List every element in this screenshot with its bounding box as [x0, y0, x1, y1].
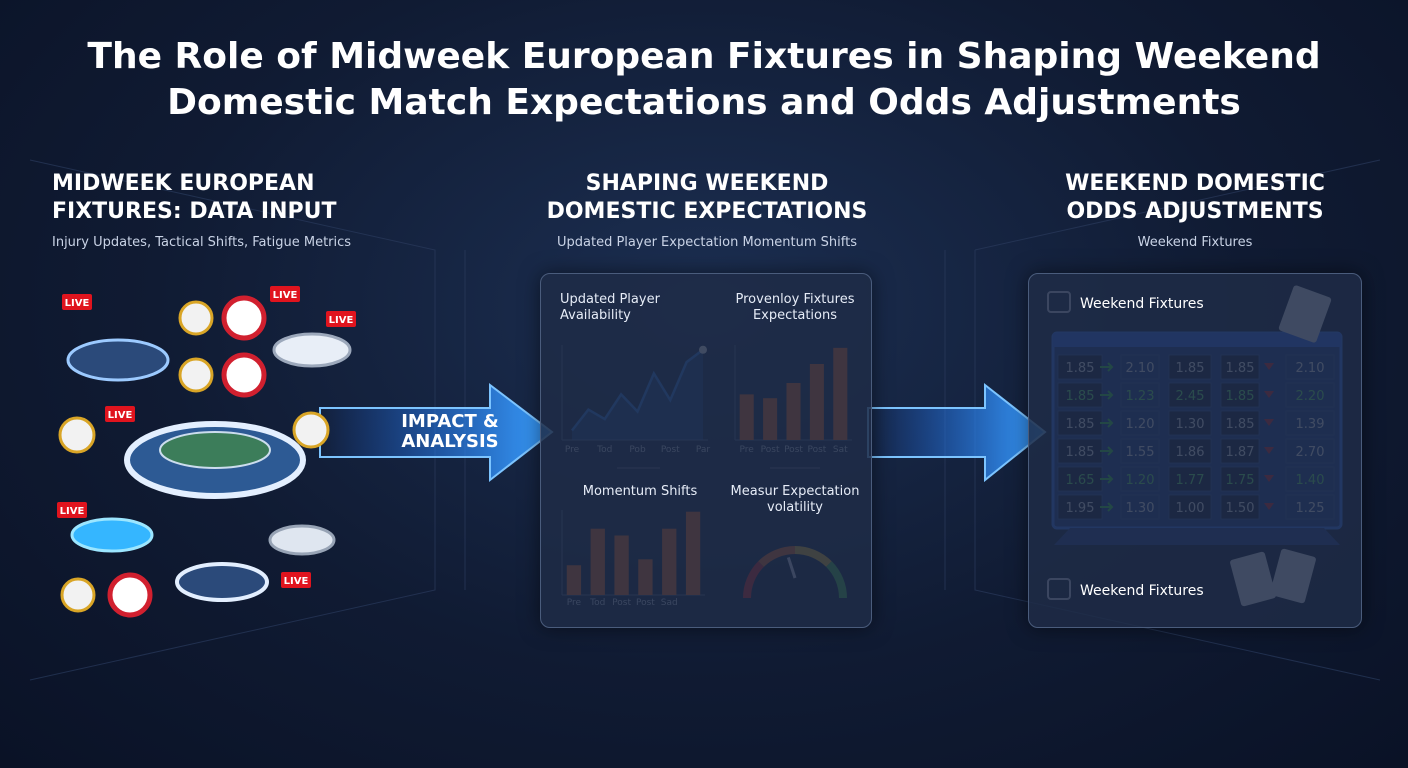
column-heading: WEEKEND DOMESTIC ODDS ADJUSTMENTS	[1065, 171, 1325, 224]
page-title: The Role of Midweek European Fixtures in…	[87, 36, 1321, 123]
left-arrow	[319, 382, 1047, 483]
live-badge-label: LIVE	[284, 576, 309, 587]
analysis-panel	[540, 273, 872, 628]
column-subheading: Updated Player Expectation Momentum Shif…	[557, 235, 857, 250]
live-badge	[57, 502, 87, 518]
live-badge	[62, 294, 92, 310]
panel-title: Momentum Shifts	[582, 484, 698, 499]
odds-footer: Weekend Fixtures	[1080, 583, 1204, 599]
panel-title: Provenloy Fixtures Expectations	[735, 292, 855, 323]
odds-header: Weekend Fixtures	[1080, 296, 1204, 312]
column-heading: SHAPING WEEKEND DOMESTIC EXPECTATIONS	[546, 171, 868, 224]
live-badge	[105, 406, 135, 422]
odds-panel	[1028, 273, 1362, 628]
live-badge-label: LIVE	[108, 410, 133, 421]
arrow-label: IMPACT & ANALYSIS	[401, 411, 499, 452]
live-badge	[270, 286, 300, 302]
live-badge	[326, 311, 356, 327]
column-subheading: Injury Updates, Tactical Shifts, Fatigue…	[52, 235, 352, 250]
live-badge	[281, 572, 311, 588]
panel-title: Measur Expectation volatility	[730, 484, 860, 515]
stadium-icons	[58, 295, 352, 618]
column-heading: MIDWEEK EUROPEAN FIXTURES: DATA INPUT	[52, 171, 337, 224]
live-badge-label: LIVE	[329, 315, 354, 326]
live-badge-label: LIVE	[65, 298, 90, 309]
live-badge-label: LIVE	[273, 290, 298, 301]
live-badge-label: LIVE	[60, 506, 85, 517]
column-subheading: Weekend Fixtures	[1137, 235, 1253, 250]
panel-title: Updated Player Availability	[560, 292, 660, 323]
